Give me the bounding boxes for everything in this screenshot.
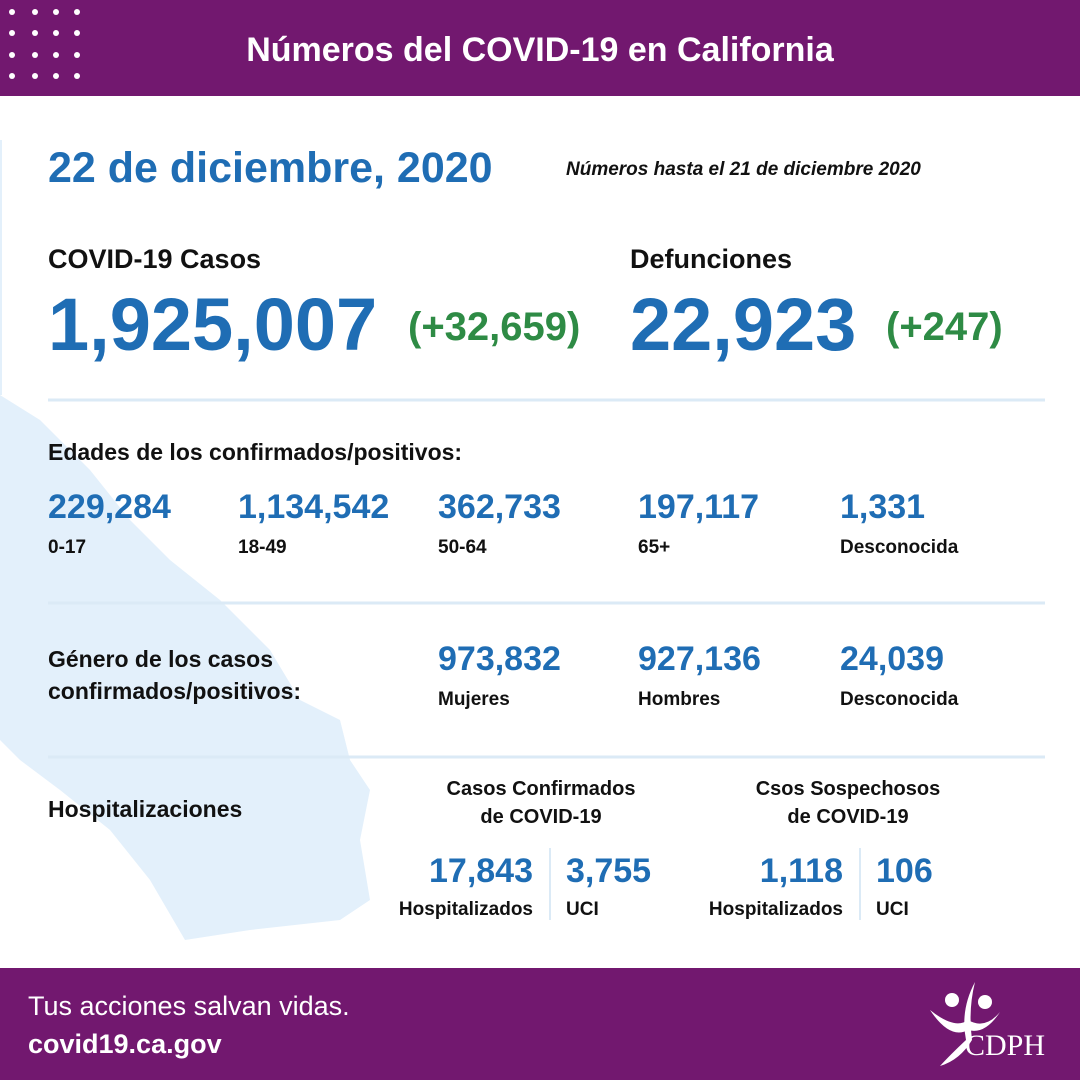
deaths-change: (+247) xyxy=(886,305,1003,349)
hospital-group: Casos Confirmados de COVID-19 17,843 Hospit… xyxy=(399,778,940,920)
age-value: 1,331 xyxy=(840,488,925,526)
age-label: 65+ xyxy=(638,537,670,558)
slogan: Tus acciones salvan vidas. xyxy=(28,991,350,1021)
hospital-label: Hospitalizados xyxy=(399,899,533,920)
hospital-value: 3,755 xyxy=(566,852,651,890)
date: 22 de diciembre, 2020 xyxy=(48,144,493,192)
footer-bar xyxy=(0,968,1080,1080)
age-label: Desconocida xyxy=(840,537,959,558)
age-value: 229,284 xyxy=(48,488,171,526)
header-bar xyxy=(0,0,1080,96)
deaths-label: Defunciones xyxy=(630,244,792,274)
group-title: Csos Sospechosos xyxy=(756,778,941,800)
hospital-label: UCI xyxy=(566,899,599,920)
header-dots xyxy=(9,9,80,79)
group-title: Casos Confirmados xyxy=(447,778,636,800)
hospital-value: 106 xyxy=(876,852,933,890)
logo: CDPH xyxy=(965,1029,1045,1062)
hospital-value: 1,118 xyxy=(760,852,843,890)
group-title: de COVID-19 xyxy=(480,806,601,828)
gender-label: Mujeres xyxy=(438,689,510,710)
gender-value: 24,039 xyxy=(840,640,944,678)
gender-group: 973,832 Mujeres 927,136 Hombres 24,039 Descon… xyxy=(438,640,959,710)
age-value: 362,733 xyxy=(438,488,561,526)
age-label: 50-64 xyxy=(438,537,487,558)
gender-value: 973,832 xyxy=(438,640,561,678)
age-value: 197,117 xyxy=(638,488,759,526)
logo-figure xyxy=(930,982,1000,1066)
deaths-total: 22,923 xyxy=(630,283,856,366)
hospital-value: 17,843 xyxy=(429,852,533,890)
ages-title: Edades de los confirmados/positivos: xyxy=(48,439,462,465)
ages-group: 229,284 0-17 1,134,542 18-49 362,733 50-64 197… xyxy=(48,488,959,558)
header-title: Números del COVID-19 en California xyxy=(246,31,835,69)
age-value: 1,134,542 xyxy=(238,488,389,526)
gender-label: Desconocida xyxy=(840,689,959,710)
cases-label: COVID-19 Casos xyxy=(48,244,261,274)
gender-title: confirmados/positivos: xyxy=(48,678,301,704)
url: covid19.ca.gov xyxy=(28,1029,222,1059)
cases-change: (+32,659) xyxy=(408,305,580,349)
gender-value: 927,136 xyxy=(638,640,761,678)
age-label: 0-17 xyxy=(48,537,86,558)
gender-label: Hombres xyxy=(638,689,720,710)
hospital-label: Hospitalizados xyxy=(709,899,843,920)
group-title: de COVID-19 xyxy=(787,806,908,828)
gender-title: Género de los casos xyxy=(48,646,273,672)
cases-total: 1,925,007 xyxy=(48,283,377,366)
as-of: Números hasta el 21 de diciembre 2020 xyxy=(566,159,921,180)
california-map xyxy=(0,395,370,940)
hospital-label: UCI xyxy=(876,899,909,920)
hospital-title: Hospitalizaciones xyxy=(48,796,242,822)
age-label: 18-49 xyxy=(238,537,287,558)
